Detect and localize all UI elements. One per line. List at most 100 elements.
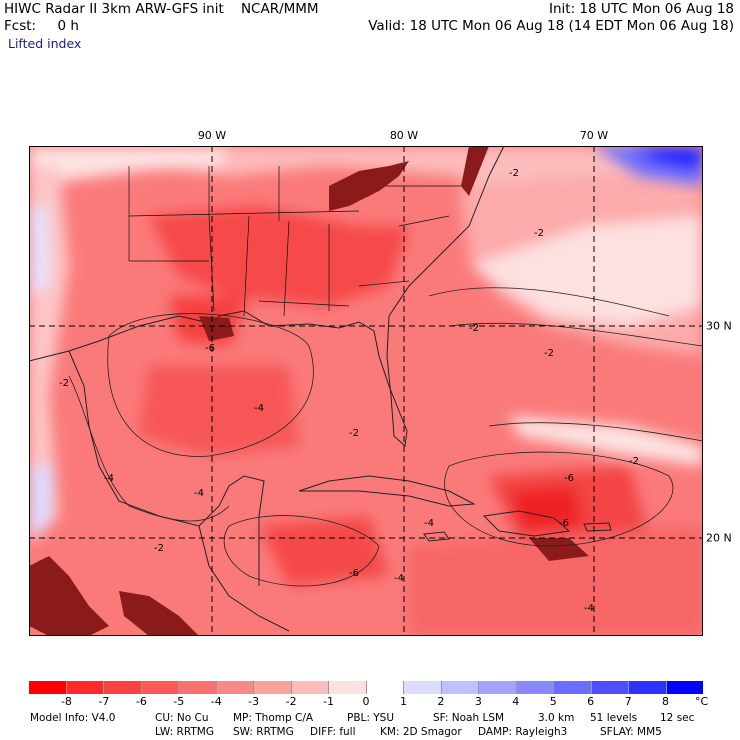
contour-line-6 xyxy=(68,375,230,522)
contour-label: -6 xyxy=(559,518,569,529)
contour-label: -2 xyxy=(349,428,359,439)
lat-label-20n: 20 N xyxy=(706,531,732,545)
field-bluish-southwest xyxy=(29,466,54,536)
model-info-sflay: SFLAY: MM5 xyxy=(600,726,662,738)
colorbar-tick-label: -6 xyxy=(135,695,147,708)
field-deep-caribbean-west xyxy=(259,516,389,586)
colorbar-tick-label: 8 xyxy=(662,695,670,708)
contour-label: -2 xyxy=(154,543,164,554)
state-borders xyxy=(128,166,469,317)
terrain-northeast xyxy=(461,146,489,196)
colorbar-swatch xyxy=(554,681,592,694)
contour-label: -6 xyxy=(349,568,359,579)
model-info-pbl: PBL: YSU xyxy=(347,712,395,724)
colorbar-swatch xyxy=(104,681,142,694)
contour-line-4 xyxy=(428,287,703,347)
colorbar-swatch xyxy=(66,681,104,694)
colorbar-tick-label: 4 xyxy=(512,695,520,708)
coastline-hispaniola xyxy=(482,510,571,537)
contour-line-1 xyxy=(107,313,314,457)
colorbar-swatch xyxy=(216,681,254,694)
colorbar-tick-label: -7 xyxy=(98,695,110,708)
model-info-lw: LW: RRTMG xyxy=(155,726,214,738)
terrain-mexico-2 xyxy=(119,591,199,636)
map-title: HIWC Radar II 3km ARW-GFS init NCAR/MMM xyxy=(4,1,319,17)
model-info-sf: SF: Noah LSM xyxy=(433,712,505,724)
colorbar-swatch xyxy=(441,681,479,694)
field-name: Lifted index xyxy=(8,36,82,51)
colorbar-swatch xyxy=(254,681,292,694)
colorbar-swatch xyxy=(141,681,179,694)
lon-label-80w: 80 W xyxy=(389,129,419,142)
field-light-band xyxy=(509,416,703,466)
colorbar-tick-label: -4 xyxy=(210,695,222,708)
colorbar-tick-label: 7 xyxy=(624,695,632,708)
field-pale-atlantic xyxy=(469,216,703,326)
colorbar-swatch xyxy=(366,681,404,694)
terrain-mexico xyxy=(29,556,109,636)
model-info-sw: SW: RRTMG xyxy=(233,726,294,738)
model-info-mp: MP: Thomp C/A xyxy=(233,712,314,724)
contour-label: -2 xyxy=(544,348,554,359)
lat-label-30n: 30 N xyxy=(706,319,732,333)
field-deep-central-gulf xyxy=(139,366,299,456)
contour-label: -6 xyxy=(205,343,215,354)
terrain-louisiana xyxy=(199,316,234,341)
contour-label: -2 xyxy=(534,228,544,239)
colorbar-swatch xyxy=(291,681,329,694)
valid-time: Valid: 18 UTC Mon 06 Aug 18 (14 EDT Mon … xyxy=(368,18,734,34)
colorbar-tick-label: -3 xyxy=(248,695,260,708)
model-info-version: Model Info: V4.0 xyxy=(30,712,116,724)
model-info-diff: DIFF: full xyxy=(310,726,356,738)
contour-line-5 xyxy=(488,422,703,442)
colorbar-tick-label: 0 xyxy=(362,695,370,708)
colorbar-swatch xyxy=(29,681,67,694)
colorbar-swatch xyxy=(629,681,667,694)
contour-label: -2 xyxy=(59,378,69,389)
terrain-hispaniola xyxy=(529,538,589,561)
contour-label: -2 xyxy=(509,168,519,179)
contour-label: -4 xyxy=(394,573,404,584)
contour-label: -6 xyxy=(564,473,574,484)
colorbar-tick-label: -1 xyxy=(323,695,335,708)
coastline-jamaica xyxy=(423,531,450,542)
coastline-puerto-rico xyxy=(583,522,612,532)
contour-label: -4 xyxy=(424,518,434,529)
contour-line-3 xyxy=(223,515,380,587)
colorbar-swatch xyxy=(516,681,554,694)
contour-label: -4 xyxy=(194,488,204,499)
model-info-cu: CU: No Cu xyxy=(155,712,209,724)
colorbar-swatch xyxy=(179,681,217,694)
contour-label: -4 xyxy=(584,603,594,614)
colorbar-tick-label: -5 xyxy=(173,695,185,708)
field-core-east xyxy=(509,486,584,531)
contour-line-2 xyxy=(444,451,674,547)
contour-label: -2 xyxy=(469,323,479,334)
init-time: Init: 18 UTC Mon 06 Aug 18 xyxy=(549,1,734,17)
model-info-timestep: 12 sec xyxy=(660,712,695,724)
colorbar-swatch xyxy=(329,681,367,694)
colorbar-swatch xyxy=(591,681,629,694)
colorbar-unit: °C xyxy=(695,695,709,708)
colorbar-tick-label: 2 xyxy=(437,695,445,708)
contour-label: -2 xyxy=(629,456,639,467)
map-frame xyxy=(29,146,703,636)
field-band-south xyxy=(409,526,703,636)
colorbar xyxy=(29,681,703,694)
lon-label-90w: 90 W xyxy=(197,129,227,142)
colorbar-tick-label: -8 xyxy=(60,695,72,708)
model-info-levels: 51 levels xyxy=(590,712,638,724)
model-info-damp: DAMP: Rayleigh3 xyxy=(478,726,568,738)
coastline-cuba xyxy=(298,475,476,507)
coastline-central-america xyxy=(198,525,290,632)
colorbar-swatch xyxy=(666,681,703,694)
colorbar-tick-label: 3 xyxy=(474,695,482,708)
terrain-appalachian xyxy=(329,161,409,211)
colorbar-tick-label: 1 xyxy=(399,695,407,708)
field-bluish-west xyxy=(29,206,49,296)
colorbar-tick-label: 5 xyxy=(549,695,557,708)
model-info-km: KM: 2D Smagor xyxy=(380,726,462,738)
colorbar-swatch xyxy=(479,681,517,694)
contour-label: -4 xyxy=(104,473,114,484)
colorbar-tick-label: -2 xyxy=(285,695,297,708)
